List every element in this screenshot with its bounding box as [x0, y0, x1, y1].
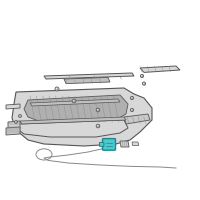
Circle shape [96, 108, 100, 112]
Polygon shape [30, 99, 120, 106]
Polygon shape [6, 127, 20, 135]
Polygon shape [6, 104, 20, 109]
Circle shape [140, 74, 144, 78]
Polygon shape [44, 73, 134, 79]
FancyBboxPatch shape [100, 142, 104, 146]
Circle shape [72, 99, 76, 103]
Circle shape [130, 96, 134, 100]
Circle shape [142, 82, 146, 85]
Polygon shape [8, 121, 20, 130]
Polygon shape [132, 142, 139, 146]
Circle shape [55, 87, 59, 91]
Polygon shape [24, 95, 128, 123]
Polygon shape [120, 141, 129, 147]
FancyBboxPatch shape [103, 139, 116, 150]
Polygon shape [64, 77, 110, 84]
Polygon shape [12, 88, 152, 146]
Polygon shape [124, 114, 150, 124]
Polygon shape [140, 66, 180, 72]
Circle shape [130, 108, 134, 112]
Polygon shape [16, 120, 128, 137]
Polygon shape [20, 117, 126, 124]
Circle shape [96, 124, 100, 128]
Circle shape [19, 115, 21, 117]
Circle shape [15, 121, 17, 123]
